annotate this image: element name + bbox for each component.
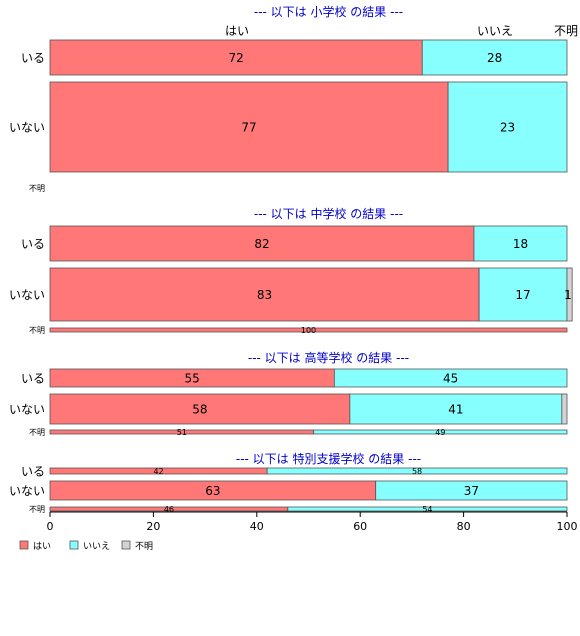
bar-value-label: 82 — [254, 237, 269, 251]
bar-segment — [287, 506, 568, 512]
bar-segment — [561, 393, 568, 425]
bar-value-label: 42 — [153, 467, 163, 476]
row-label: 不明 — [29, 184, 45, 193]
bar-value-label: 41 — [448, 402, 463, 416]
row-label: いる — [21, 372, 45, 386]
bar-segment — [313, 429, 568, 435]
row-label: 不明 — [29, 505, 45, 514]
bar-segment — [478, 267, 568, 322]
bar-value-label: 54 — [422, 505, 432, 514]
bar-value-label: 37 — [464, 484, 479, 498]
bar-segment — [49, 39, 423, 76]
legend-swatch — [121, 540, 131, 550]
x-tick-label: 0 — [47, 520, 54, 533]
bar-value-label: 72 — [228, 51, 243, 65]
bar-segment — [49, 81, 449, 173]
x-tick-label: 80 — [457, 520, 471, 533]
bar-value-label: 51 — [177, 428, 187, 437]
bar-segment — [375, 480, 568, 501]
bar-value-label: 63 — [205, 484, 220, 498]
legend-label: いいえ — [83, 541, 110, 552]
x-tick-label: 40 — [250, 520, 264, 533]
bar-segment — [333, 368, 568, 388]
header-label: はい — [225, 24, 249, 38]
header-label: 不明 — [554, 24, 578, 38]
x-tick-label: 60 — [353, 520, 367, 533]
bar-segment — [447, 81, 568, 173]
bar-value-label: 28 — [487, 51, 502, 65]
bar-value-label: 83 — [257, 288, 272, 302]
bar-value-label: 55 — [185, 371, 200, 385]
bar-segment — [349, 393, 563, 425]
row-label: いる — [21, 51, 45, 65]
bar-value-label: 58 — [412, 467, 422, 476]
bar-value-label: 45 — [443, 371, 458, 385]
header-label: いいえ — [477, 24, 513, 38]
bar-segment — [266, 467, 568, 475]
bar-value-label: 18 — [513, 237, 528, 251]
bar-segment — [49, 267, 480, 322]
bar-value-label: 17 — [515, 288, 530, 302]
row-label: いる — [21, 237, 45, 251]
bar-segment — [566, 267, 573, 322]
bar-value-label: 23 — [500, 120, 515, 134]
bar-value-label: 58 — [192, 402, 207, 416]
row-label: いない — [9, 121, 45, 135]
legend-label: はい — [33, 541, 51, 552]
x-tick-label: 20 — [146, 520, 160, 533]
bar-segment — [421, 39, 568, 76]
bar-segment — [49, 327, 568, 333]
bar-value-label: 49 — [435, 428, 445, 437]
panel-title: --- 以下は 中学校 の結果 --- — [254, 206, 403, 221]
x-tick-label: 100 — [557, 520, 578, 533]
row-label: いない — [9, 484, 45, 498]
bar-value-label: 77 — [241, 120, 256, 134]
row-label: 不明 — [29, 428, 45, 437]
panel-title: --- 以下は 小学校 の結果 --- — [254, 4, 403, 19]
bar-value-label: 46 — [164, 505, 174, 514]
row-label: いる — [21, 465, 45, 479]
legend-label: 不明 — [135, 541, 153, 552]
legend-swatch — [19, 540, 29, 550]
bar-segment — [473, 225, 568, 262]
panel-title: --- 以下は 特別支援学校 の結果 --- — [236, 451, 421, 466]
row-label: 不明 — [29, 326, 45, 335]
row-label: いない — [9, 288, 45, 302]
legend-swatch — [69, 540, 79, 550]
bar-value-label: 100 — [301, 326, 316, 335]
bar-segment — [49, 225, 475, 262]
row-label: いない — [9, 403, 45, 417]
bar-value-label: 1 — [564, 288, 572, 302]
panel-title: --- 以下は 高等学校 の結果 --- — [248, 350, 409, 365]
